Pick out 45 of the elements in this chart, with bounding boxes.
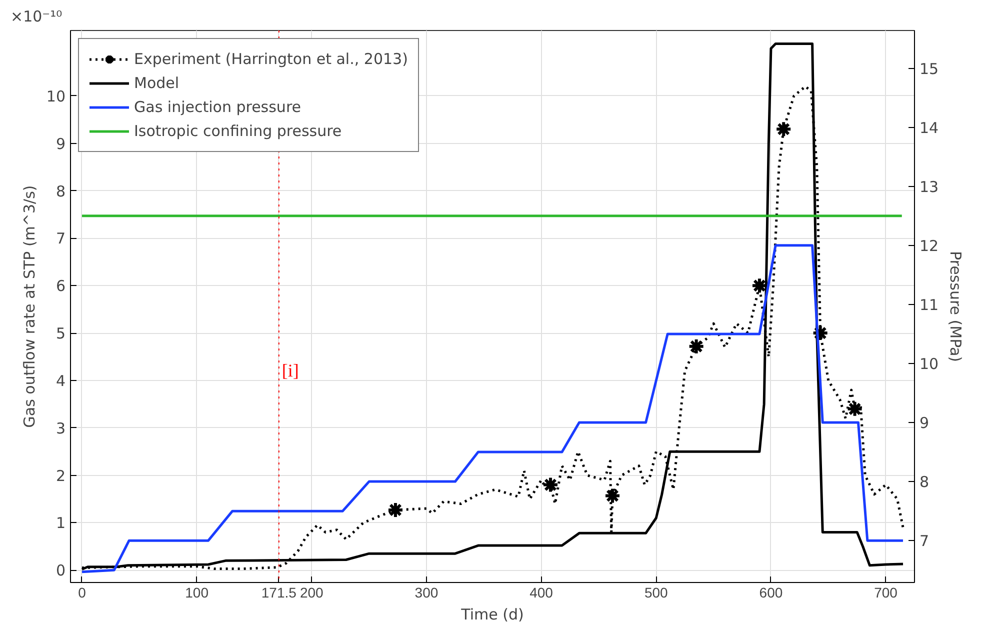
y2-tick-label: 14 [920,118,939,137]
y2-axis-title: Pressure (MPa) [946,250,965,362]
y-tick-label: 2 [56,466,66,485]
y-tick-label: 5 [56,324,66,343]
legend-label: Experiment (Harrington et al., 2013) [134,50,408,68]
text: ×10⁻¹⁰ [10,8,62,26]
ref-line-label: [i] [282,360,299,380]
legend-label: Gas injection pressure [134,98,302,116]
x-tick-label: 300 [414,584,438,600]
y-tick-label: 0 [56,562,66,580]
point [604,487,621,504]
legend-label: Model [134,74,180,92]
x-tick-label: 700 [874,584,898,600]
y2-tick-label: 11 [920,296,939,314]
x-tick-label: 600 [759,584,783,600]
point [542,476,559,494]
y-tick-label: 4 [56,372,66,390]
y2-tick-label: 8 [920,473,930,492]
y-axis-title: Gas outflow rate at STP (m^3/s) [20,185,38,428]
x-tick-label: 400 [530,584,554,600]
y2-tick-label: 13 [920,178,939,196]
x-tick-label: 100 [185,584,209,600]
y2-tick-label: 7 [920,532,930,550]
y2-tick-label: 15 [920,60,939,78]
y-tick-label: 10 [46,87,66,106]
y-tick-label: 6 [56,277,66,296]
y2-tick-label: 9 [920,414,930,432]
x-axis-title: Time (d) [460,606,524,624]
line-series [80,244,904,574]
x-tick-label: 171.5 [261,584,297,600]
y2-tick-label: 12 [920,236,939,255]
point [775,120,792,138]
x-tick-label: 200 [300,584,324,600]
x-tick-label: 0 [78,584,86,600]
y-tick-label: 8 [56,182,66,200]
x-tick-label: 500 [644,584,668,600]
point [846,400,864,418]
y-tick-label: 9 [56,134,66,153]
y-tick-label: 3 [56,419,66,438]
y2-tick-label: 10 [920,354,939,373]
legend-label: Isotropic confining pressure [134,122,342,140]
y-tick-label: 1 [56,514,66,532]
point [688,338,705,355]
point [386,501,404,518]
y-tick-label: 7 [56,230,66,248]
